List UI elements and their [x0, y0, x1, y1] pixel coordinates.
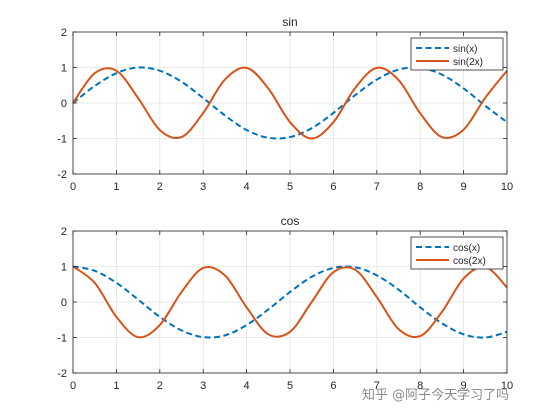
y-tick-label: -1 — [57, 134, 67, 146]
legend-label: cos(x) — [453, 243, 480, 254]
x-tick-label: 10 — [501, 380, 513, 392]
subplot-sin: 0 1 2 3 4 5 6 7 8 9 10 -2 -1 0 1 2 sin sin(x) sin(2x) — [57, 15, 513, 193]
x-tick-label: 10 — [501, 181, 513, 193]
y-tick-label: 2 — [61, 27, 67, 39]
legend-box — [410, 236, 504, 270]
x-tick-label: 3 — [200, 181, 206, 193]
x-tick-label: 1 — [113, 181, 119, 193]
subplot-cos: 0 1 2 3 4 5 6 7 8 9 10 -2 -1 0 1 2 cos cos(x) cos(2x) — [57, 214, 513, 392]
x-tick-label: 5 — [287, 181, 293, 193]
x-tick-label: 2 — [157, 181, 163, 193]
chart-title: cos — [281, 214, 300, 228]
x-tick-label: 2 — [157, 380, 163, 392]
series-line-sin(2x) — [72, 66, 508, 140]
x-tick-label: 5 — [287, 380, 293, 392]
watermark-text: 知乎 @阿子今天学习了吗 — [362, 388, 510, 403]
y-tick-label: -2 — [57, 169, 67, 181]
x-tick-label: 7 — [374, 181, 380, 193]
series-line-cos(2x) — [72, 265, 508, 339]
y-tick-label: -2 — [57, 368, 67, 380]
x-tick-label: 3 — [200, 380, 206, 392]
x-tick-label: 9 — [461, 380, 467, 392]
y-tick-label: -1 — [57, 333, 67, 345]
x-tick-label: 6 — [330, 380, 336, 392]
legend: sin(x) sin(2x) — [410, 37, 504, 71]
x-tick-label: 9 — [461, 181, 467, 193]
y-tick-label: 0 — [61, 297, 67, 309]
x-tick-label: 6 — [330, 181, 336, 193]
y-tick-label: 2 — [61, 226, 67, 238]
legend-box — [410, 37, 504, 71]
y-tick-label: 0 — [61, 98, 67, 110]
y-tick-label: 1 — [61, 262, 67, 274]
x-tick-label: 8 — [417, 181, 423, 193]
legend-label: sin(2x) — [453, 57, 483, 68]
x-tick-label: 7 — [374, 380, 380, 392]
x-tick-label: 8 — [417, 380, 423, 392]
y-tick-label: 1 — [61, 63, 67, 75]
x-tick-label: 1 — [113, 380, 119, 392]
legend-label: cos(2x) — [453, 256, 486, 267]
legend-label: sin(x) — [453, 44, 477, 55]
x-tick-label: 0 — [70, 380, 76, 392]
x-tick-label: 4 — [244, 380, 250, 392]
series-line-sin(x) — [72, 66, 508, 140]
x-tick-label: 4 — [244, 181, 250, 193]
x-tick-label: 0 — [70, 181, 76, 193]
legend: cos(x) cos(2x) — [410, 236, 504, 270]
chart-title: sin — [282, 15, 297, 29]
